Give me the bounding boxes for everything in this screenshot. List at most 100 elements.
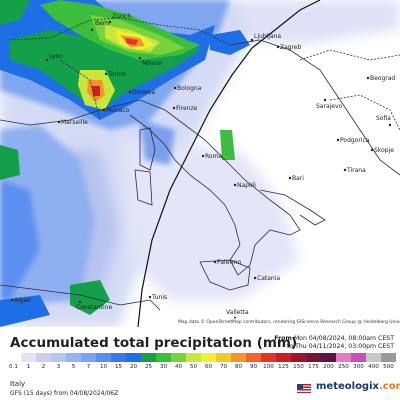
city-catania: Catania: [253, 275, 280, 282]
city-label: Torino: [107, 71, 126, 78]
legend-swatch: [96, 353, 111, 362]
city-ljubljana: Ljubljana: [250, 33, 281, 42]
city-bern: Bern: [90, 20, 109, 32]
legend-tick-label: 20: [129, 364, 138, 370]
city-label: Bologna: [177, 85, 202, 92]
front-line: [137, 0, 321, 327]
legend-swatch: [81, 353, 96, 362]
city-label: Constantine: [76, 304, 112, 311]
legend-tick-label: 15: [114, 364, 123, 370]
legend-swatch: [126, 353, 141, 362]
city-constantine: Constantine: [76, 300, 112, 311]
legend-swatch: [141, 353, 156, 362]
legend-swatch: [231, 353, 246, 362]
legend-swatch: [291, 353, 306, 362]
to-value: Thu 04/11/2024, 03:00pm CEST: [295, 343, 394, 350]
legend-tick-label: 40: [174, 364, 183, 370]
city-label: Ljubljana: [254, 33, 281, 40]
legend-swatch: [201, 353, 216, 362]
city-genova: Genova: [128, 89, 155, 96]
legend-tick-label: 250: [338, 364, 349, 370]
meteologix-logo[interactable]: meteologix.com: [316, 381, 400, 392]
legend-swatch: [21, 353, 36, 362]
legend-swatch: [261, 353, 276, 362]
legend-tick-label: 300: [353, 364, 364, 370]
city-monaco: Monaco: [102, 107, 130, 114]
city-lyon: Lyon: [45, 53, 63, 62]
legend-tick-label: 90: [249, 364, 258, 370]
precipitation-heavy: [0, 0, 250, 327]
city-label: Tirana: [346, 167, 366, 174]
city-label: Zürich: [112, 13, 131, 20]
city-label: Roma: [205, 153, 222, 160]
city-tunis: Tunis: [148, 294, 167, 301]
brand-domain: .com: [378, 381, 400, 392]
city-label: Sarajevo: [316, 103, 343, 110]
legend-swatch: [381, 353, 396, 362]
map-attribution: Map data © OpenStreetMap contributors, r…: [178, 318, 400, 327]
legend-swatch: [336, 353, 351, 362]
legend-swatch: [276, 353, 291, 362]
city-bari: Bari: [288, 175, 304, 182]
legend-tick-label: 50: [189, 364, 198, 370]
city-label: Algier: [14, 297, 32, 304]
period-to: to Thu 04/11/2024, 03:00pm CEST: [287, 343, 394, 350]
legend-tick-label: 60: [204, 364, 213, 370]
city-roma: Roma: [201, 153, 222, 160]
legend-tick-label: 200: [323, 364, 334, 370]
to-label: to: [286, 343, 294, 350]
legend-tick-label: 5: [71, 364, 76, 370]
city-label: Milano: [142, 60, 162, 67]
legend-swatch: [366, 353, 381, 362]
city-zagreb: Zagreb: [276, 44, 302, 51]
legend-tick-label: 175: [308, 364, 319, 370]
city-label: Lyon: [49, 53, 63, 60]
legend-tick-label: 2: [41, 364, 46, 370]
region-label: Italy: [10, 380, 26, 388]
model-label: GFS (15 days) from 04/08/2024/06Z: [10, 390, 119, 397]
legend-swatch: [306, 353, 321, 362]
city-sofia: Sofia: [376, 115, 391, 127]
city-labels: Bern Zürich Lyon Milano Torino Genova Mo…: [10, 13, 395, 320]
legend-tick-label: 10: [99, 364, 108, 370]
legend-swatch: [156, 353, 171, 362]
legend-swatch: [246, 353, 261, 362]
legend-tick-label: 500: [383, 364, 394, 370]
period-from: From Mon 04/08/2024, 08:00am CEST: [274, 335, 394, 342]
legend-tick-label: 100: [263, 364, 274, 370]
from-value: Mon 04/08/2024, 08:00am CEST: [293, 335, 394, 342]
city-label: Podgorica: [340, 137, 370, 144]
chart-title: Accumulated total precipitation (mm): [10, 335, 298, 351]
us-flag-icon[interactable]: [297, 384, 311, 393]
legend-tick-label: 30: [159, 364, 168, 370]
legend-ticks: 0.1 1 2 3 5 7 10 15 20 25 30 40 50 60 70 80 90 100 125 150 1…: [6, 364, 396, 372]
legend-swatch: [216, 353, 231, 362]
color-legend: [6, 353, 396, 362]
legend-tick-label: 25: [144, 364, 153, 370]
city-label: Sofia: [376, 115, 391, 122]
city-label: Bern: [95, 20, 109, 27]
city-label: Catania: [257, 275, 280, 282]
legend-swatch: [66, 353, 81, 362]
legend-swatch: [321, 353, 336, 362]
city-firenze: Firenze: [172, 105, 198, 112]
legend-tick-label: 400: [368, 364, 379, 370]
legend-swatch: [111, 353, 126, 362]
precipitation-map: Bern Zürich Lyon Milano Torino Genova Mo…: [0, 0, 400, 327]
city-label: Valletta: [226, 309, 249, 316]
city-label: Genova: [132, 89, 155, 96]
legend-swatch: [351, 353, 366, 362]
legend-tick-label: 80: [234, 364, 243, 370]
city-skopje: Skopje: [370, 147, 394, 154]
city-tirana: Tirana: [343, 167, 366, 174]
legend-swatch: [6, 353, 21, 362]
city-napoli: Napoli: [233, 182, 256, 189]
city-palermo: Palermo: [213, 259, 242, 266]
city-label: Tunis: [151, 294, 167, 301]
city-marseille: Marseille: [57, 119, 88, 126]
city-algier: Algier: [10, 297, 32, 304]
city-beograd: Beograd: [366, 75, 395, 82]
legend-swatch: [36, 353, 51, 362]
legend-swatch: [51, 353, 66, 362]
city-bologna: Bologna: [173, 85, 202, 92]
